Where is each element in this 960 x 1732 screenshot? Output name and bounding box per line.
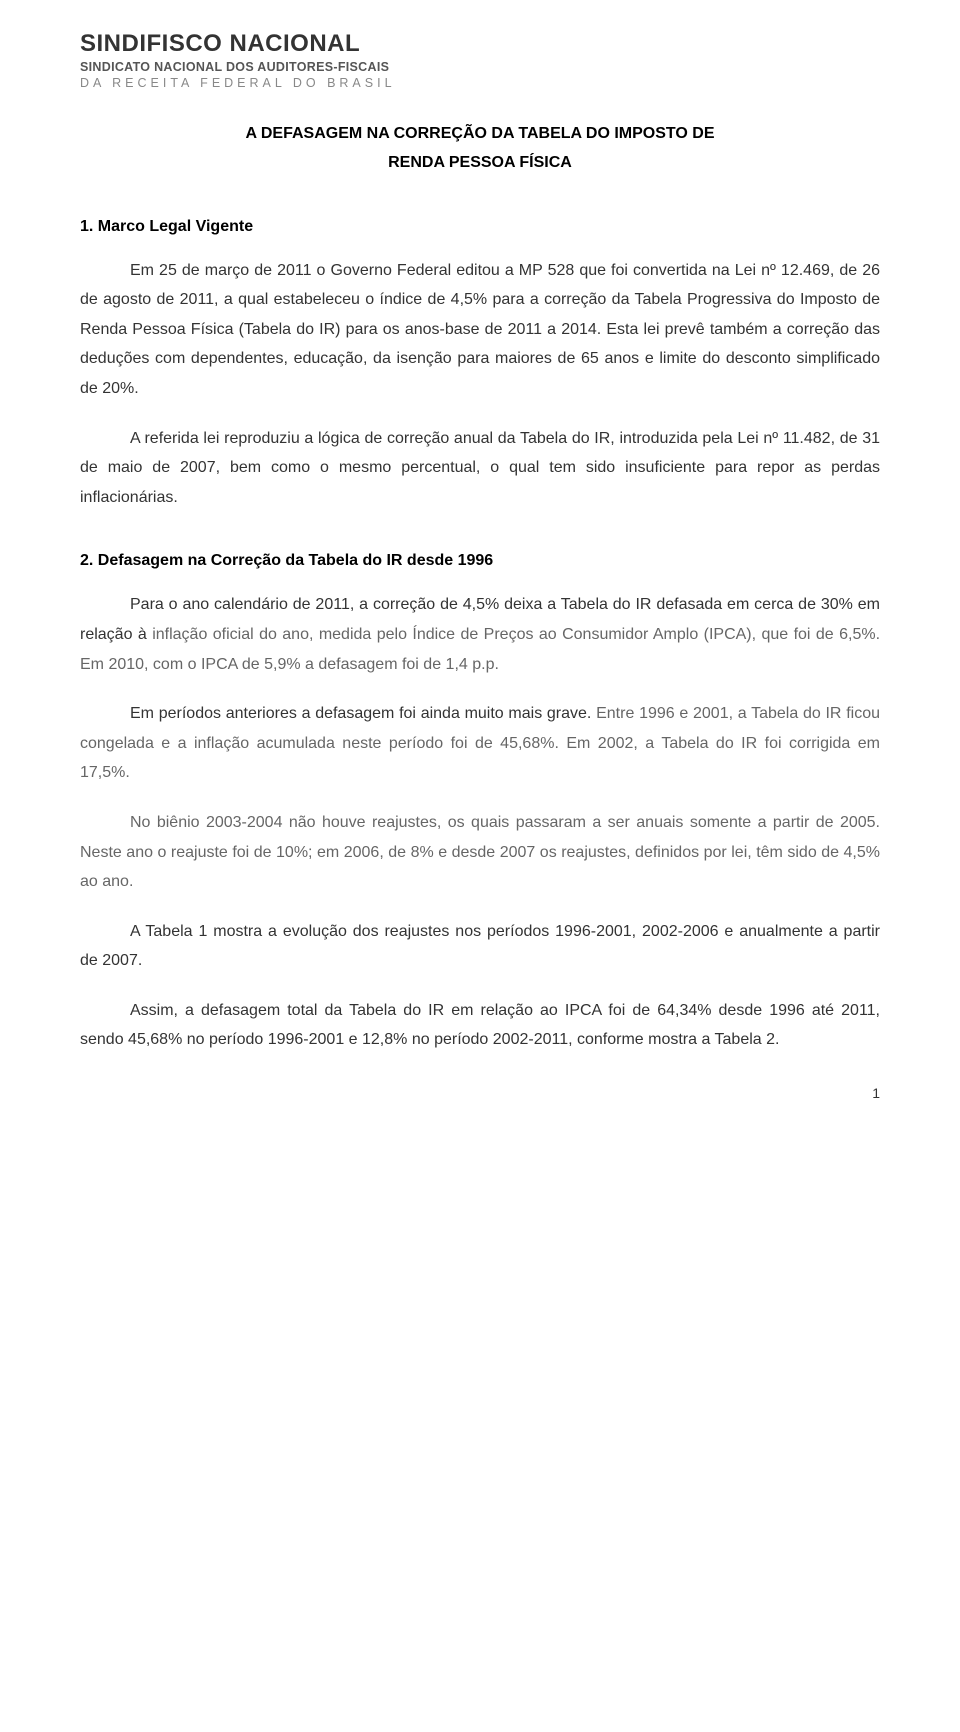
section-2-paragraph-1: Para o ano calendário de 2011, a correçã… xyxy=(80,590,880,679)
section-2-heading: 2. Defasagem na Correção da Tabela do IR… xyxy=(80,552,880,570)
section-1-paragraph-2: A referida lei reproduziu a lógica de co… xyxy=(80,424,880,513)
document-title-line-1: A DEFASAGEM NA CORREÇÃO DA TABELA DO IMP… xyxy=(245,125,714,142)
document-title-line-2: RENDA PESSOA FÍSICA xyxy=(388,154,572,171)
org-title: SINDIFISCO NACIONAL xyxy=(80,30,880,58)
section-2-paragraph-5: Assim, a defasagem total da Tabela do IR… xyxy=(80,996,880,1055)
page-number: 1 xyxy=(80,1085,880,1101)
section-2-paragraph-3: No biênio 2003-2004 não houve reajustes,… xyxy=(80,808,880,897)
section-1-paragraph-1: Em 25 de março de 2011 o Governo Federal… xyxy=(80,256,880,404)
section-2-paragraph-2: Em períodos anteriores a defasagem foi a… xyxy=(80,699,880,788)
org-subtitle-2: DA RECEITA FEDERAL DO BRASIL xyxy=(80,76,880,90)
section-2-p2-part-a: Em períodos anteriores a defasagem foi a… xyxy=(130,705,596,722)
org-subtitle-1: SINDICATO NACIONAL DOS AUDITORES-FISCAIS xyxy=(80,60,880,74)
section-2-p1-part-b: inflação oficial do ano, medida pelo Índ… xyxy=(80,626,880,673)
org-header: SINDIFISCO NACIONAL SINDICATO NACIONAL D… xyxy=(80,30,880,90)
document-title: A DEFASAGEM NA CORREÇÃO DA TABELA DO IMP… xyxy=(80,120,880,178)
section-2-paragraph-4: A Tabela 1 mostra a evolução dos reajust… xyxy=(80,917,880,976)
section-1-heading: 1. Marco Legal Vigente xyxy=(80,218,880,236)
